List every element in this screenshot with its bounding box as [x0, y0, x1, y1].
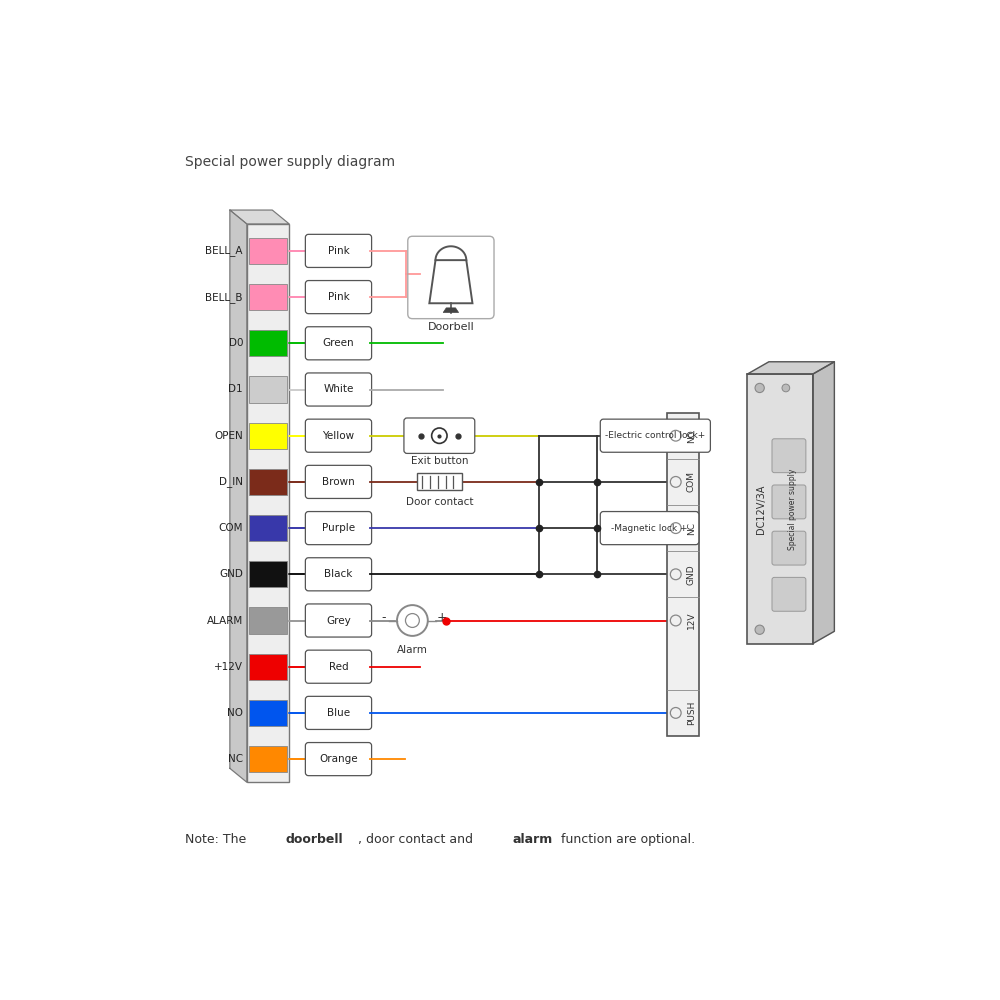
- Text: Exit button: Exit button: [411, 456, 468, 466]
- Text: -: -: [381, 611, 385, 624]
- FancyBboxPatch shape: [249, 561, 287, 587]
- Text: Red: Red: [329, 662, 348, 672]
- Text: Pink: Pink: [328, 292, 349, 302]
- FancyBboxPatch shape: [666, 413, 699, 736]
- FancyBboxPatch shape: [417, 473, 462, 490]
- Text: BELL_B: BELL_B: [206, 292, 243, 303]
- Text: GND: GND: [687, 564, 696, 585]
- FancyBboxPatch shape: [249, 607, 287, 634]
- FancyBboxPatch shape: [305, 281, 372, 314]
- FancyBboxPatch shape: [305, 604, 372, 637]
- Text: NC: NC: [228, 754, 243, 764]
- Text: COM: COM: [687, 471, 696, 492]
- FancyBboxPatch shape: [305, 465, 372, 498]
- Text: ALARM: ALARM: [207, 615, 243, 626]
- Text: Alarm: Alarm: [397, 645, 428, 655]
- Text: -Electric control lock+: -Electric control lock+: [605, 431, 705, 440]
- Text: D0: D0: [228, 338, 243, 348]
- FancyBboxPatch shape: [249, 746, 287, 772]
- FancyBboxPatch shape: [305, 743, 372, 776]
- FancyBboxPatch shape: [305, 373, 372, 406]
- Polygon shape: [230, 210, 247, 782]
- Text: Brown: Brown: [322, 477, 355, 487]
- Text: Grey: Grey: [326, 615, 351, 626]
- Text: Orange: Orange: [319, 754, 358, 764]
- Text: 12V: 12V: [687, 612, 696, 629]
- FancyBboxPatch shape: [600, 512, 699, 545]
- Polygon shape: [443, 308, 459, 312]
- FancyBboxPatch shape: [249, 654, 287, 680]
- Text: , door contact and: , door contact and: [358, 833, 478, 846]
- Text: Special power supply: Special power supply: [788, 468, 797, 550]
- Text: Purple: Purple: [322, 523, 355, 533]
- FancyBboxPatch shape: [249, 700, 287, 726]
- Text: Door contact: Door contact: [406, 497, 473, 507]
- FancyBboxPatch shape: [747, 374, 813, 644]
- FancyBboxPatch shape: [305, 650, 372, 683]
- Text: COM: COM: [218, 523, 243, 533]
- Text: D_IN: D_IN: [219, 476, 243, 487]
- FancyBboxPatch shape: [772, 439, 806, 473]
- FancyBboxPatch shape: [249, 423, 287, 449]
- FancyBboxPatch shape: [249, 238, 287, 264]
- FancyBboxPatch shape: [249, 330, 287, 356]
- FancyBboxPatch shape: [305, 327, 372, 360]
- Text: Pink: Pink: [328, 246, 349, 256]
- Text: D1: D1: [228, 384, 243, 394]
- Text: Doorbell: Doorbell: [428, 322, 474, 332]
- FancyBboxPatch shape: [305, 419, 372, 452]
- FancyBboxPatch shape: [600, 419, 710, 452]
- Text: White: White: [323, 384, 354, 394]
- FancyBboxPatch shape: [249, 376, 287, 403]
- Text: Blue: Blue: [327, 708, 350, 718]
- FancyBboxPatch shape: [247, 224, 289, 782]
- Text: Special power supply diagram: Special power supply diagram: [185, 155, 395, 169]
- Text: Note: The: Note: The: [185, 833, 250, 846]
- Text: +: +: [436, 611, 447, 624]
- Circle shape: [755, 625, 764, 634]
- FancyBboxPatch shape: [772, 577, 806, 611]
- Text: -Magnetic lock +: -Magnetic lock +: [611, 524, 688, 533]
- Text: NO: NO: [227, 708, 243, 718]
- Circle shape: [755, 383, 764, 393]
- Text: GND: GND: [219, 569, 243, 579]
- Text: DC12V/3A: DC12V/3A: [756, 484, 766, 534]
- FancyBboxPatch shape: [249, 515, 287, 541]
- Text: Yellow: Yellow: [322, 431, 355, 441]
- Text: NO: NO: [687, 429, 696, 443]
- FancyBboxPatch shape: [772, 485, 806, 519]
- FancyBboxPatch shape: [305, 558, 372, 591]
- Polygon shape: [747, 362, 834, 374]
- Text: doorbell: doorbell: [285, 833, 343, 846]
- FancyBboxPatch shape: [249, 284, 287, 310]
- Polygon shape: [230, 210, 289, 224]
- FancyBboxPatch shape: [305, 512, 372, 545]
- Text: PUSH: PUSH: [687, 701, 696, 725]
- Polygon shape: [813, 362, 834, 644]
- Text: Black: Black: [324, 569, 353, 579]
- Text: +12V: +12V: [214, 662, 243, 672]
- Text: NC: NC: [687, 522, 696, 535]
- FancyBboxPatch shape: [249, 469, 287, 495]
- Text: OPEN: OPEN: [214, 431, 243, 441]
- Text: function are optional.: function are optional.: [557, 833, 695, 846]
- Text: alarm: alarm: [512, 833, 553, 846]
- Circle shape: [782, 384, 790, 392]
- FancyBboxPatch shape: [772, 531, 806, 565]
- FancyBboxPatch shape: [305, 696, 372, 729]
- Text: Green: Green: [323, 338, 354, 348]
- FancyBboxPatch shape: [305, 234, 372, 267]
- FancyBboxPatch shape: [404, 418, 475, 453]
- Text: BELL_A: BELL_A: [206, 245, 243, 256]
